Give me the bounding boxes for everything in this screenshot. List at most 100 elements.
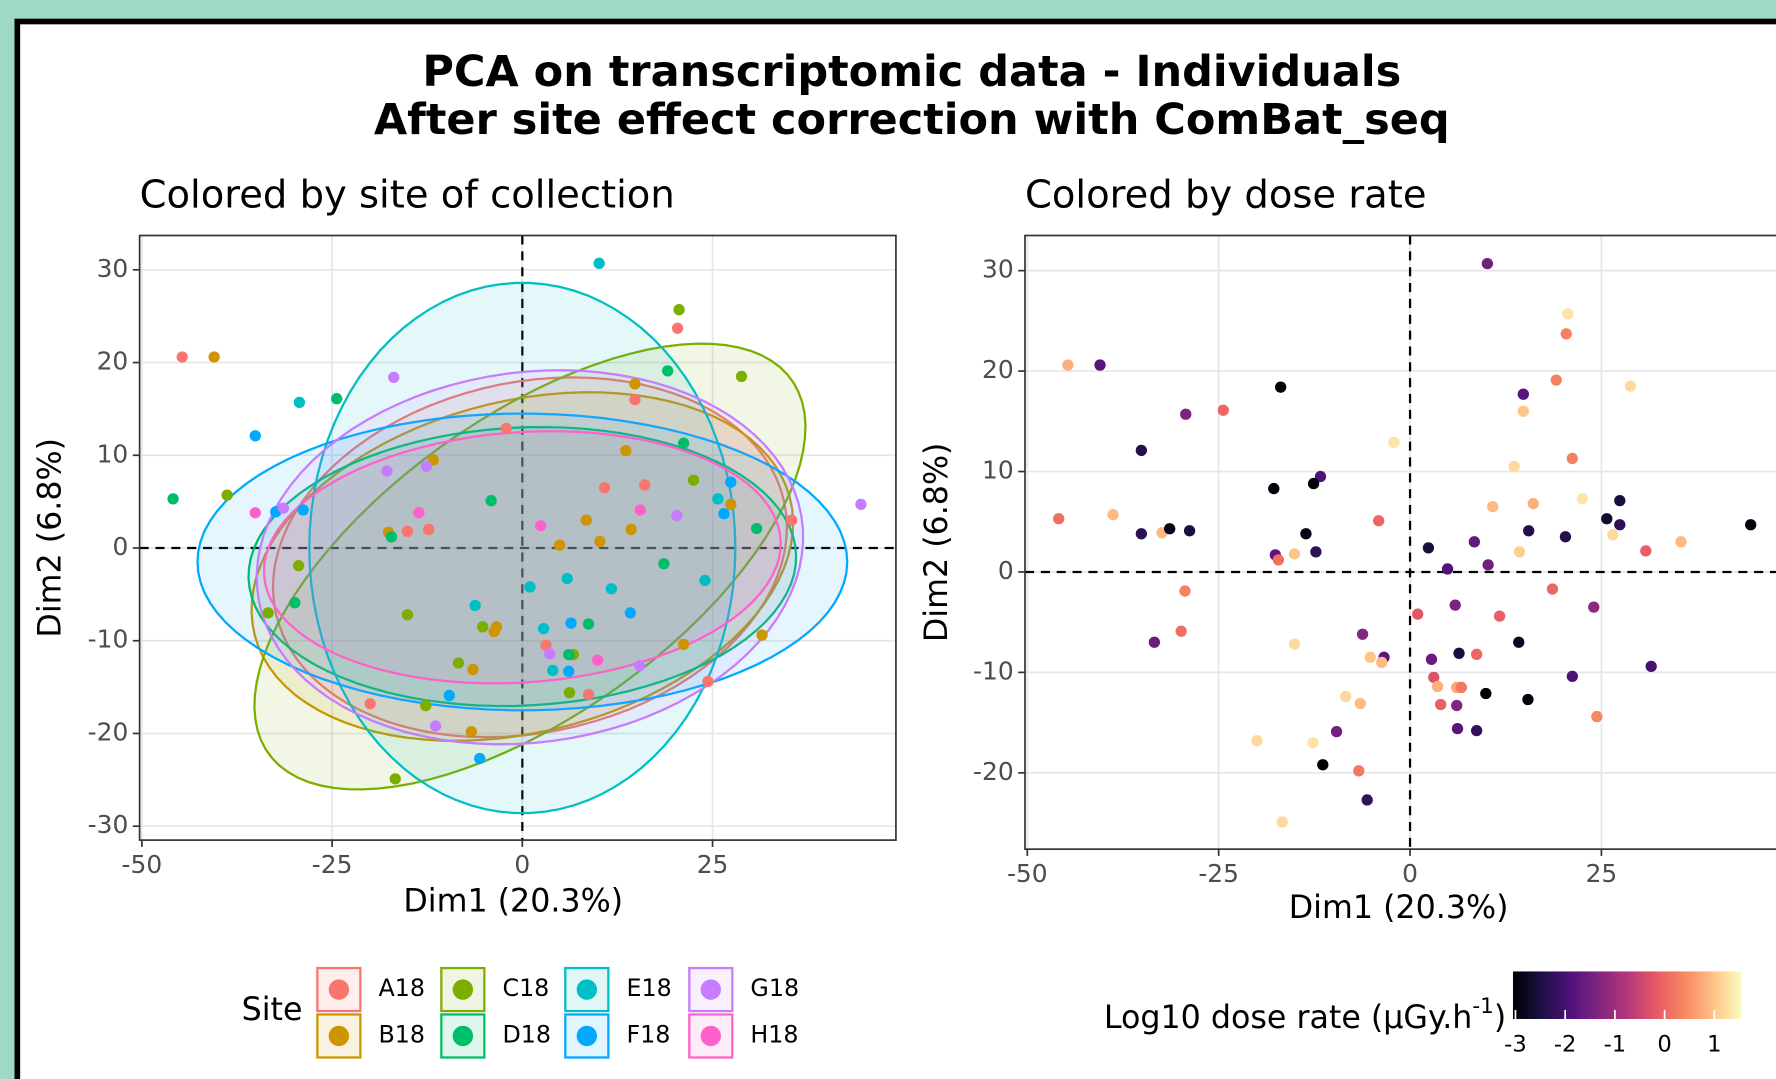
point <box>1513 546 1526 558</box>
point <box>1522 693 1534 706</box>
y-tick-label: -10 <box>88 625 129 654</box>
plot-area <box>1024 235 1776 850</box>
point <box>553 539 566 551</box>
point <box>1487 501 1499 513</box>
point <box>452 657 465 669</box>
point <box>1441 563 1454 575</box>
point <box>1508 460 1520 473</box>
point <box>1482 559 1494 571</box>
point <box>1107 509 1119 521</box>
legend-marker <box>700 979 721 1000</box>
point <box>1745 519 1757 531</box>
point <box>1645 660 1657 673</box>
x-tick-label: -50 <box>1007 859 1048 888</box>
point <box>1364 651 1376 663</box>
point <box>1053 513 1065 525</box>
title-line: After site effect correction with ComBat… <box>374 95 1450 145</box>
point <box>1550 374 1562 386</box>
point <box>292 559 305 572</box>
point <box>561 572 573 585</box>
y-tick-label: 10 <box>982 456 1014 485</box>
point <box>786 514 798 526</box>
point <box>1180 408 1192 420</box>
point <box>420 460 433 473</box>
point <box>381 465 393 477</box>
point <box>751 522 763 535</box>
y-tick-label: 30 <box>982 255 1014 284</box>
x-tick-label: -50 <box>122 850 163 879</box>
point <box>1272 554 1285 566</box>
y-tick-label: -30 <box>88 810 129 839</box>
legend-title-part: ) <box>1494 1000 1506 1036</box>
point <box>1388 436 1400 449</box>
point <box>598 482 611 494</box>
point <box>1330 725 1343 738</box>
point <box>1317 759 1329 771</box>
point <box>563 665 575 677</box>
y-tick-label: 20 <box>97 347 129 376</box>
y-tick-label: -10 <box>973 656 1014 685</box>
point <box>1425 653 1438 665</box>
point <box>725 498 737 511</box>
legend-marker <box>328 979 350 1000</box>
point <box>1179 585 1191 597</box>
point <box>465 725 478 738</box>
confidence-ellipse <box>255 369 805 746</box>
point <box>1527 498 1539 510</box>
point <box>1675 536 1687 548</box>
point <box>293 396 306 409</box>
confidence-ellipse <box>271 376 789 739</box>
point <box>1449 599 1461 611</box>
point <box>1431 680 1444 693</box>
legend-marker <box>576 1025 598 1047</box>
colorbar-tick-label: 0 <box>1657 1032 1671 1058</box>
point <box>297 504 309 516</box>
point <box>1493 610 1506 622</box>
legend-label: C18 <box>502 974 549 1002</box>
point <box>1135 444 1148 457</box>
point <box>725 476 737 488</box>
point <box>1523 525 1535 537</box>
point <box>401 525 414 537</box>
point <box>534 520 547 532</box>
point <box>1435 698 1447 711</box>
x-axis-title: Dim1 (20.3%) <box>1289 890 1509 926</box>
point <box>544 648 556 660</box>
legend-label: A18 <box>379 974 426 1002</box>
point <box>718 508 730 520</box>
point <box>420 699 432 712</box>
y-tick-label: -20 <box>88 717 129 746</box>
point <box>1640 545 1652 557</box>
point <box>1428 671 1440 684</box>
point <box>1164 523 1176 535</box>
point <box>389 773 401 785</box>
legend-key <box>564 1013 610 1059</box>
point <box>563 687 576 699</box>
point <box>687 474 700 486</box>
point <box>1614 519 1626 531</box>
point <box>1251 735 1263 747</box>
point <box>1217 404 1229 416</box>
point <box>1468 536 1481 548</box>
point <box>1175 625 1187 637</box>
legend-label: F18 <box>626 1020 670 1048</box>
point <box>677 638 690 651</box>
point <box>1576 492 1588 505</box>
point <box>629 378 641 390</box>
point <box>1451 699 1463 712</box>
point <box>208 351 220 363</box>
confidence-ellipse <box>253 342 807 791</box>
point <box>1513 636 1525 648</box>
point <box>1183 525 1196 537</box>
point <box>594 535 606 548</box>
title-line: PCA on transcriptomic data - Individuals <box>422 47 1401 97</box>
point <box>580 514 592 526</box>
point <box>1559 531 1572 543</box>
y-tick-label: 20 <box>982 355 1014 384</box>
point <box>1422 542 1435 554</box>
plot-layer <box>139 235 896 841</box>
legend-title-part: -1 <box>1472 993 1493 1018</box>
point <box>671 509 683 522</box>
point <box>1566 670 1578 683</box>
point <box>1310 546 1322 558</box>
